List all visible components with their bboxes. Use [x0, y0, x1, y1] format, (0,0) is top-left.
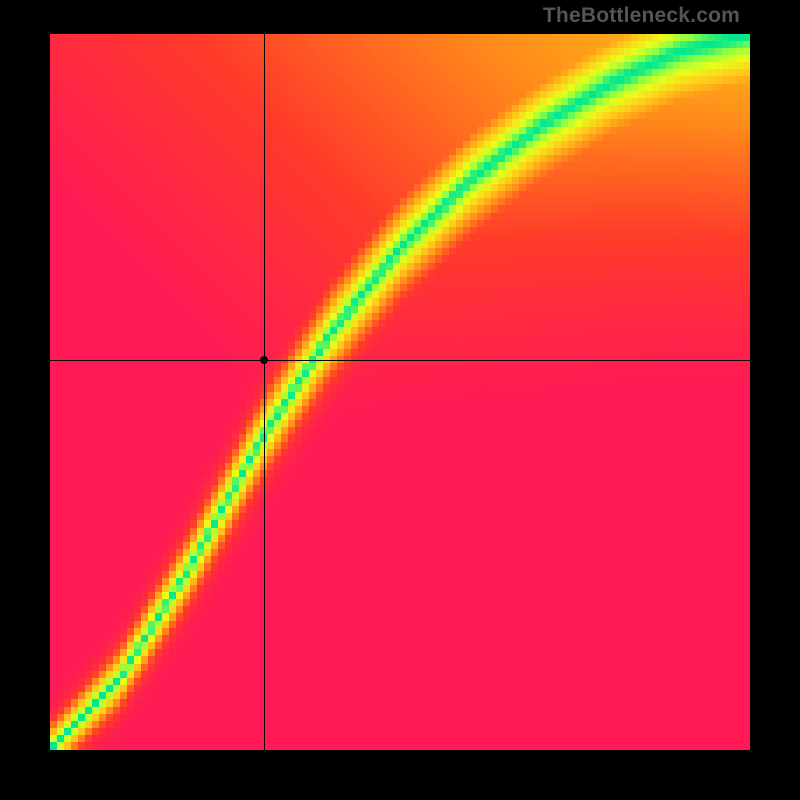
heatmap-canvas — [50, 34, 750, 750]
chart-container: TheBottleneck.com — [0, 0, 800, 800]
watermark-text: TheBottleneck.com — [543, 4, 740, 28]
crosshair-horizontal — [50, 360, 750, 361]
crosshair-vertical — [264, 34, 265, 750]
heatmap-chart — [50, 34, 750, 750]
crosshair-point — [260, 356, 268, 364]
